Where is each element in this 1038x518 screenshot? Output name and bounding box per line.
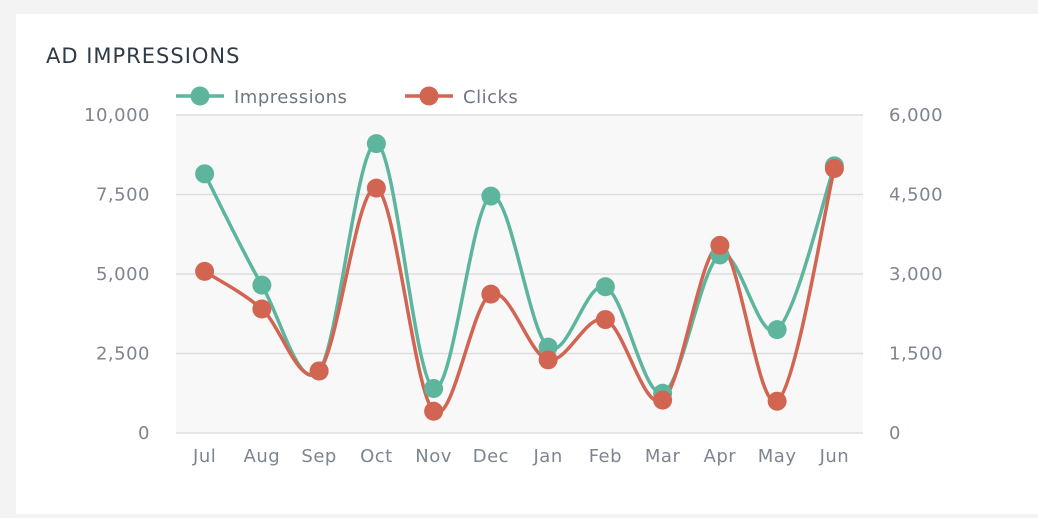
left-y-axis: 0 2,500 5,000 7,500 10,000: [84, 105, 150, 444]
series-points: [195, 134, 844, 421]
data-point-clicks[interactable]: [424, 401, 444, 421]
legend-label: Impressions: [234, 87, 347, 108]
data-point-impressions[interactable]: [195, 164, 215, 184]
right-y-tick-label: 0: [889, 423, 901, 444]
right-y-tick-label: 1,500: [889, 344, 943, 365]
right-y-tick-label: 4,500: [889, 185, 943, 206]
data-point-impressions[interactable]: [767, 320, 787, 340]
x-tick-label: Feb: [589, 446, 622, 467]
legend-item-clicks[interactable]: Clicks: [405, 86, 518, 109]
right-y-axis: 0 1,500 3,000 4,500 6,000: [889, 105, 943, 444]
x-tick-label: Oct: [360, 446, 393, 467]
data-point-impressions[interactable]: [252, 275, 272, 295]
data-point-clicks[interactable]: [538, 350, 558, 370]
left-y-tick-label: 7,500: [96, 185, 150, 206]
data-point-clicks[interactable]: [366, 178, 386, 198]
data-point-clicks[interactable]: [481, 284, 501, 304]
data-point-clicks[interactable]: [595, 310, 615, 330]
x-tick-label: Jul: [192, 446, 216, 467]
right-y-tick-label: 3,000: [889, 264, 943, 285]
x-tick-label: Apr: [704, 446, 737, 467]
data-point-clicks[interactable]: [653, 390, 673, 410]
legend-item-impressions[interactable]: Impressions: [176, 86, 347, 109]
x-tick-label: Mar: [645, 446, 681, 467]
data-point-clicks[interactable]: [309, 361, 329, 381]
left-y-tick-label: 2,500: [96, 344, 150, 365]
x-tick-label: Nov: [415, 446, 452, 467]
legend-label: Clicks: [463, 87, 518, 108]
x-tick-label: Jan: [533, 446, 563, 467]
left-y-tick-label: 5,000: [96, 264, 150, 285]
x-tick-label: Aug: [244, 446, 281, 467]
series-line-clicks: [203, 168, 837, 415]
data-point-clicks[interactable]: [710, 235, 730, 255]
data-point-impressions[interactable]: [424, 378, 444, 398]
data-point-impressions[interactable]: [481, 186, 501, 206]
data-point-clicks[interactable]: [195, 261, 215, 281]
data-point-impressions[interactable]: [366, 134, 386, 154]
data-point-clicks[interactable]: [824, 159, 844, 179]
chart-title: AD IMPRESSIONS: [46, 44, 241, 68]
left-y-tick-label: 10,000: [84, 105, 150, 126]
x-tick-label: Jun: [819, 446, 850, 467]
right-y-tick-label: 6,000: [889, 105, 943, 126]
data-point-impressions[interactable]: [595, 277, 615, 297]
x-tick-label: May: [758, 446, 797, 467]
data-point-clicks[interactable]: [767, 391, 787, 411]
legend[interactable]: Impressions Clicks: [176, 86, 518, 109]
legend-swatch-dot: [190, 86, 210, 106]
legend-swatch-dot: [419, 86, 439, 106]
x-axis: Jul Aug Sep Oct Nov Dec Jan Feb Mar Apr May Jun: [192, 446, 849, 467]
x-tick-label: Sep: [301, 446, 336, 467]
left-y-tick-label: 0: [138, 423, 150, 444]
data-point-clicks[interactable]: [252, 299, 272, 319]
x-tick-label: Dec: [473, 446, 509, 467]
